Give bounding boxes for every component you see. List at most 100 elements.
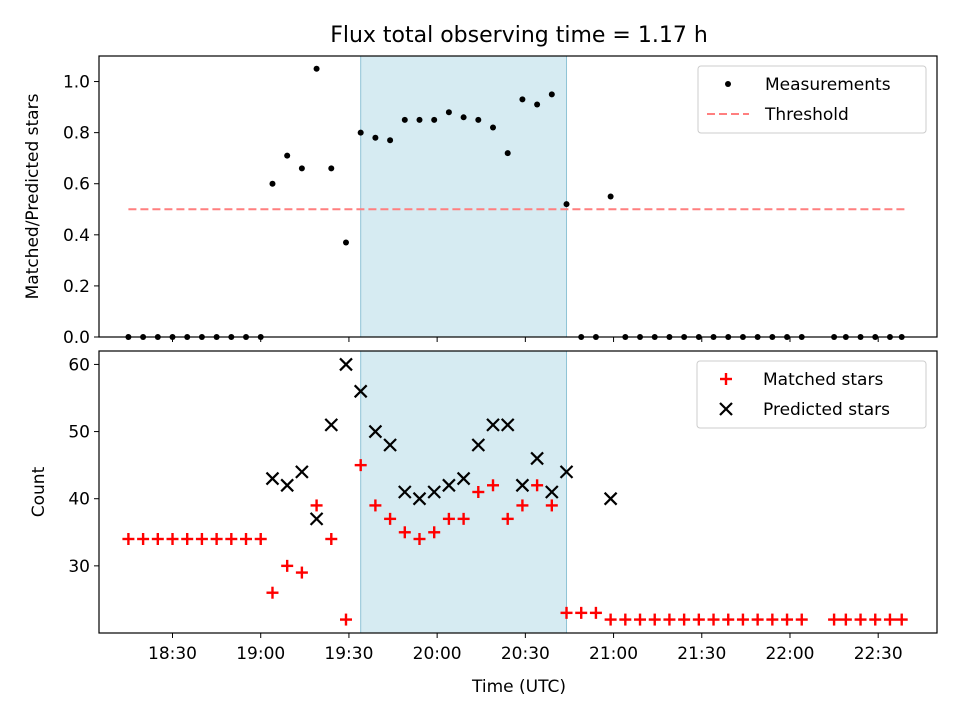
top-legend: Measurements Threshold bbox=[697, 65, 927, 134]
x-tick-label: 18:30 bbox=[148, 644, 197, 664]
matched-star-point bbox=[619, 613, 632, 626]
top-highlight-span bbox=[360, 55, 568, 338]
matched-star-point bbox=[413, 533, 426, 545]
predicted-star-point bbox=[324, 418, 339, 432]
bottom-y-ticks: 30 40 50 60 bbox=[68, 355, 99, 577]
measurement-point bbox=[284, 152, 291, 159]
matched-star-point bbox=[428, 526, 441, 539]
matched-star-point bbox=[678, 613, 691, 626]
x-tick-label: 19:00 bbox=[236, 644, 285, 664]
top-y-ticks: 0.0 0.2 0.4 0.6 0.8 1.0 bbox=[63, 73, 99, 348]
legend-threshold-label: Threshold bbox=[764, 105, 849, 125]
measurement-points bbox=[125, 65, 905, 340]
measurement-point bbox=[445, 109, 452, 116]
top-x-ticks bbox=[172, 337, 879, 342]
bottom-legend-box bbox=[696, 360, 927, 429]
predicted-star-point bbox=[353, 384, 368, 399]
y-tick-label: 60 bbox=[68, 355, 90, 375]
matched-star-point bbox=[869, 613, 882, 626]
bottom-y-axis-label: Count bbox=[29, 466, 49, 517]
measurement-point bbox=[534, 101, 541, 108]
matched-star-point bbox=[545, 499, 558, 512]
measurement-point bbox=[563, 201, 570, 208]
top-axes-frame bbox=[98, 55, 938, 338]
matched-star-point bbox=[795, 613, 808, 626]
matched-star-point bbox=[295, 566, 308, 579]
matched-star-point bbox=[781, 613, 794, 626]
x-tick-label: 20:00 bbox=[413, 644, 462, 664]
measurement-point bbox=[416, 116, 423, 123]
y-tick-label: 0.4 bbox=[63, 226, 90, 246]
matched-star-point bbox=[137, 533, 150, 545]
matched-star-point bbox=[648, 613, 661, 626]
top-legend-box bbox=[697, 65, 927, 134]
x-tick-label: 22:00 bbox=[765, 644, 814, 664]
matched-star-point bbox=[854, 613, 867, 626]
predicted-star-point bbox=[530, 451, 544, 466]
matched-star-point bbox=[883, 613, 896, 626]
matched-star-point bbox=[281, 559, 294, 572]
predicted-star-point bbox=[383, 438, 397, 452]
matched-star-point bbox=[369, 499, 382, 512]
matched-star-point bbox=[398, 526, 411, 539]
bottom-x-ticks: 18:30 19:00 19:30 20:00 20:30 21:00 21:30 22:00… bbox=[148, 633, 903, 664]
legend-matched-label: Matched stars bbox=[763, 370, 883, 390]
matched-star-point bbox=[442, 512, 455, 525]
matched-star-points bbox=[122, 459, 908, 626]
predicted-star-point bbox=[295, 465, 309, 479]
matched-star-point bbox=[487, 479, 500, 492]
matched-star-point bbox=[751, 613, 764, 626]
matched-star-point bbox=[707, 613, 720, 626]
bottom-highlight-span bbox=[360, 350, 568, 634]
matched-star-point bbox=[589, 606, 602, 619]
legend-measurements-label: Measurements bbox=[765, 75, 891, 95]
bottom-panel: 30 40 50 60 18:30 19:00 19:30 20:00 20:30 21:00 2… bbox=[29, 350, 938, 697]
y-tick-label: 50 bbox=[68, 423, 90, 443]
matched-star-point bbox=[531, 479, 544, 492]
matched-star-point bbox=[560, 606, 573, 619]
measurement-point bbox=[298, 165, 305, 172]
bottom-legend: Matched stars Predicted stars bbox=[696, 360, 927, 429]
y-tick-label: 0.6 bbox=[63, 175, 90, 195]
top-y-axis-label: Matched/Predicted stars bbox=[23, 93, 43, 299]
x-tick-label: 20:30 bbox=[501, 644, 550, 664]
matched-star-point bbox=[151, 533, 164, 545]
matched-star-point bbox=[692, 613, 705, 626]
x-tick-label: 21:30 bbox=[677, 644, 726, 664]
matched-star-point bbox=[339, 613, 352, 626]
chart-title: Flux total observing time = 1.17 h bbox=[330, 23, 708, 48]
predicted-star-point bbox=[559, 465, 574, 479]
x-axis-label: Time (UTC) bbox=[471, 677, 566, 697]
y-tick-label: 0.2 bbox=[63, 277, 90, 297]
measurement-point bbox=[328, 165, 335, 172]
matched-star-point bbox=[195, 533, 208, 545]
legend-predicted-label: Predicted stars bbox=[763, 400, 890, 420]
matched-star-point bbox=[839, 613, 852, 626]
measurement-point bbox=[475, 116, 482, 123]
predicted-star-point bbox=[280, 478, 294, 493]
matched-star-point bbox=[722, 613, 735, 626]
matched-star-point bbox=[181, 533, 194, 545]
matched-star-point bbox=[254, 533, 267, 545]
predicted-star-point bbox=[339, 357, 353, 372]
matched-star-point bbox=[766, 613, 779, 626]
y-tick-label: 1.0 bbox=[63, 73, 90, 93]
legend-measurements-marker bbox=[725, 81, 731, 87]
measurement-point bbox=[313, 65, 320, 72]
matched-star-point bbox=[736, 613, 749, 626]
bottom-axes-frame bbox=[98, 350, 938, 634]
predicted-star-point bbox=[265, 471, 280, 486]
predicted-star-points bbox=[265, 357, 618, 526]
measurement-point bbox=[431, 116, 438, 123]
matched-star-point bbox=[828, 613, 841, 626]
matched-star-point bbox=[210, 533, 223, 545]
top-panel: 0.0 0.2 0.4 0.6 0.8 1.0 Matched/Predicted sta… bbox=[23, 55, 938, 348]
predicted-star-point bbox=[412, 491, 427, 506]
predicted-star-point bbox=[603, 491, 618, 506]
measurement-point bbox=[342, 239, 349, 246]
predicted-star-point bbox=[471, 438, 486, 452]
measurement-point bbox=[519, 96, 526, 103]
predicted-star-point bbox=[486, 418, 500, 432]
matched-star-point bbox=[663, 613, 676, 626]
